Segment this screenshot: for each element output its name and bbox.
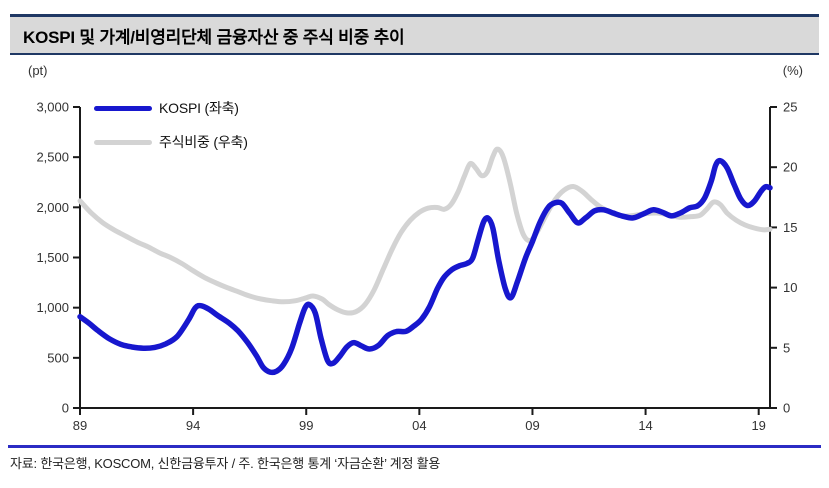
axes xyxy=(79,107,771,409)
kospi-line-swatch-icon xyxy=(94,105,152,111)
right-axis-unit: (%) xyxy=(782,63,803,78)
left-tick-label: 2,500 xyxy=(36,150,69,165)
series-kospi-line xyxy=(77,157,773,376)
legend-item-share: 주식비중 (우축) xyxy=(94,132,248,152)
right-tick-label: 25 xyxy=(783,100,797,115)
x-tick-label: 89 xyxy=(73,418,87,433)
left-tick-label: 2,000 xyxy=(36,200,69,215)
x-tick-label: 14 xyxy=(638,418,652,433)
right-tick-label: 15 xyxy=(783,220,797,235)
right-tick-label: 10 xyxy=(783,280,797,295)
share-line-swatch-icon xyxy=(94,139,152,145)
x-tick-label: 94 xyxy=(186,418,200,433)
right-tick-label: 5 xyxy=(783,340,790,355)
legend-item-kospi: KOSPI (좌축) xyxy=(94,98,248,118)
page-title: KOSPI 및 가계/비영리단체 금융자산 중 주식 비중 추이 xyxy=(23,27,405,47)
x-axis-ticks: 89 94 99 04 09 14 19 xyxy=(73,408,766,433)
series-share-line xyxy=(77,146,773,316)
title-bar: KOSPI 및 가계/비영리단체 금융자산 중 주식 비중 추이 xyxy=(10,14,819,55)
chart-legend: KOSPI (좌축) 주식비중 (우축) xyxy=(94,98,248,152)
share-legend-label: 주식비중 (우축) xyxy=(159,134,248,150)
right-axis-ticks: 0 5 10 15 20 25 xyxy=(770,100,797,416)
left-axis-ticks: 0 500 1,000 1,500 2,000 2,500 3,000 xyxy=(36,100,80,416)
x-tick-label: 04 xyxy=(412,418,426,433)
left-tick-label: 1,500 xyxy=(36,250,69,265)
left-tick-label: 1,000 xyxy=(36,300,69,315)
left-tick-label: 500 xyxy=(47,350,69,365)
left-tick-label: 3,000 xyxy=(36,100,69,115)
source-note: 자료: 한국은행, KOSCOM, 신한금융투자 / 주. 한국은행 통계 ‘자… xyxy=(10,456,441,471)
kospi-legend-label: KOSPI (좌축) xyxy=(159,100,239,116)
x-tick-label: 99 xyxy=(299,418,313,433)
bottom-divider xyxy=(8,445,821,448)
right-tick-label: 0 xyxy=(783,401,790,416)
x-tick-label: 09 xyxy=(525,418,539,433)
left-axis-unit: (pt) xyxy=(28,63,48,78)
right-tick-label: 20 xyxy=(783,160,797,175)
left-tick-label: 0 xyxy=(62,401,69,416)
x-tick-label: 19 xyxy=(751,418,765,433)
